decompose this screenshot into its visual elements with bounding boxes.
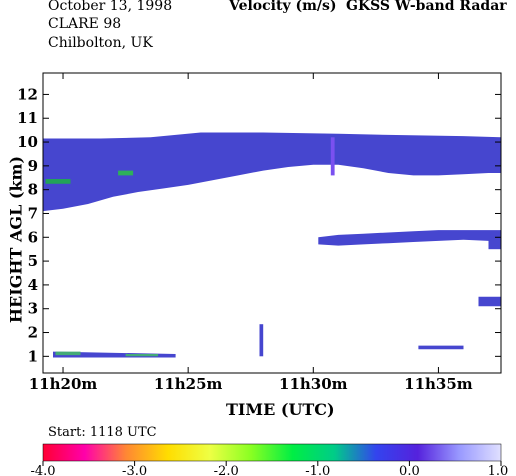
echo-region-8 [118, 170, 134, 176]
plot-frame [42, 72, 502, 374]
echo-region-3 [478, 296, 501, 307]
colorbar-tick-label: -2.0 [214, 464, 239, 476]
site-label: Chilbolton, UK [48, 35, 153, 51]
x-tick-label: 11h35m [404, 375, 473, 393]
instrument-title: GKSS W-band Radar [346, 0, 507, 14]
x-axis: 11h20m 11h25m 11h30m 11h35m [29, 73, 473, 393]
y-tick-label: 1 [28, 347, 38, 365]
echo-region-5 [259, 324, 264, 357]
y-tick-label: 2 [28, 324, 38, 342]
x-tick-label: 11h30m [279, 375, 348, 393]
colorbar-tick-label: -1.0 [305, 464, 330, 476]
colorbar-tick-label: 0.0 [399, 464, 420, 476]
x-tick-label: 11h25m [154, 375, 223, 393]
echo-region-7 [45, 179, 71, 184]
x-axis-title: TIME (UTC) [226, 400, 335, 419]
echo-region-11 [330, 137, 335, 176]
data-layer [43, 132, 501, 358]
y-tick-label: 9 [28, 157, 38, 175]
echo-region-9 [55, 351, 81, 356]
colorbar [42, 443, 502, 462]
echo-region-6 [418, 345, 464, 350]
y-tick-label: 6 [28, 228, 38, 246]
variable-title: Velocity (m/s) [229, 0, 337, 14]
y-tick-label: 3 [28, 300, 38, 318]
x-tick-label: 11h20m [29, 375, 98, 393]
y-tick-label: 11 [17, 109, 38, 127]
y-tick-label: 12 [17, 85, 38, 103]
echo-region-2 [488, 239, 501, 250]
campaign-label: CLARE 98 [48, 16, 122, 32]
y-tick-label: 8 [28, 181, 38, 199]
y-tick-label: 5 [28, 252, 38, 270]
echo-region-10 [125, 354, 159, 357]
y-tick-label: 7 [28, 204, 38, 222]
y-tick-label: 10 [17, 133, 38, 151]
echo-region-0 [43, 132, 501, 212]
colorbar-tick-label: -4.0 [30, 464, 55, 476]
y-axis-title: HEIGHT AGL (km) [6, 155, 26, 324]
colorbar-tick-label: 1.0 [488, 464, 509, 476]
colorbar-ticks: -4.0 -3.0 -2.0 -1.0 0.0 1.0 [30, 461, 508, 476]
date-label: October 13, 1998 [48, 0, 173, 14]
start-time-label: Start: 1118 UTC [48, 425, 157, 440]
colorbar-tick-label: -3.0 [122, 464, 147, 476]
echo-region-1 [318, 230, 501, 246]
y-tick-label: 4 [28, 276, 38, 294]
